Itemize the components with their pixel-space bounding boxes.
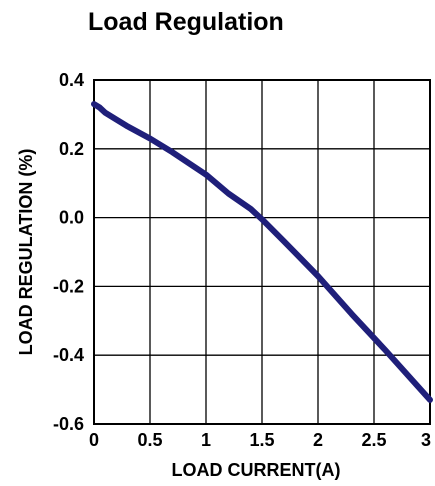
x-tick-label: 0 (89, 430, 99, 450)
y-axis-ticks: 0.4 0.2 0.0 -0.2 -0.4 -0.6 (53, 70, 84, 434)
y-tick-label: -0.4 (53, 345, 84, 365)
y-tick-label: -0.2 (53, 276, 84, 296)
y-tick-label: 0.0 (59, 208, 84, 228)
x-tick-label: 0.5 (137, 430, 162, 450)
x-tick-label: 1 (201, 430, 211, 450)
x-axis-ticks: 0 0.5 1 1.5 2 2.5 3 (89, 430, 431, 450)
chart-title: Load Regulation (88, 8, 284, 36)
series-line (91, 101, 433, 403)
x-tick-label: 2.5 (361, 430, 386, 450)
y-tick-label: -0.6 (53, 414, 84, 434)
grid (93, 79, 431, 425)
y-axis-label: LOAD REGULATION (%) (16, 149, 36, 356)
x-tick-label: 3 (421, 430, 431, 450)
plot-area (93, 79, 431, 425)
x-tick-label: 1.5 (249, 430, 274, 450)
x-tick-label: 2 (313, 430, 323, 450)
y-tick-label: 0.2 (59, 139, 84, 159)
y-tick-label: 0.4 (59, 70, 84, 90)
x-axis-label: LOAD CURRENT(A) (172, 460, 341, 480)
